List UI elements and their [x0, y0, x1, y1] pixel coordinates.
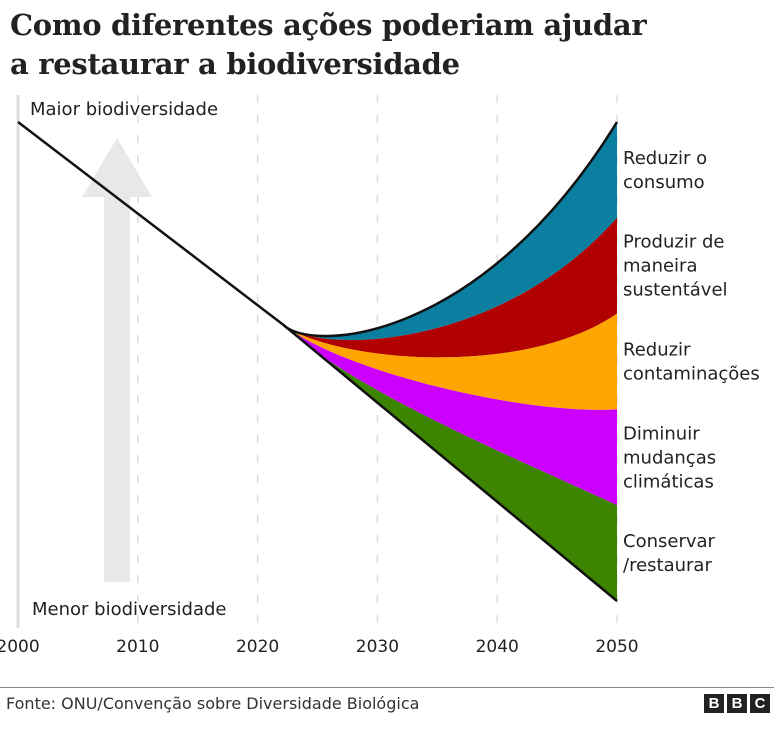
series-label: maneira	[623, 256, 697, 277]
x-tick-2020: 2020	[236, 637, 279, 657]
x-tick-2040: 2040	[476, 637, 519, 657]
title-line-1: Como diferentes ações poderiam ajudar	[10, 8, 647, 42]
bbc-logo: B B C	[704, 694, 770, 713]
band-reduzir-contamina-es	[283, 313, 617, 410]
series-label: Diminuir	[623, 423, 700, 444]
series-label: Conservar	[623, 531, 716, 552]
top-scenario-line	[282, 121, 619, 338]
series-label: sustentável	[623, 280, 728, 301]
chart-title: Como diferentes ações poderiam ajudar a …	[10, 6, 770, 84]
chart: 2000 2010 2020 2030 2040 2050 Reduzir o consumo…	[0, 95, 760, 657]
x-tick-2010: 2010	[116, 637, 159, 657]
series-label: Produzir de	[623, 232, 724, 253]
series-label: contaminações	[623, 364, 760, 385]
arrow-up-icon	[82, 138, 152, 582]
series-label: Reduzir o	[623, 148, 707, 169]
band-reduzir-o-consumo	[283, 122, 617, 341]
y-top-label: Maior biodiversidade	[30, 99, 218, 120]
x-tick-2050: 2050	[595, 637, 638, 657]
source-note: Fonte: ONU/Convenção sobre Diversidade B…	[6, 694, 420, 713]
bbc-logo-b1: B	[704, 694, 724, 713]
series-label: mudanças	[623, 447, 716, 468]
bbc-logo-b2: B	[727, 694, 747, 713]
title-line-2: a restaurar a biodiversidade	[10, 47, 460, 81]
y-bottom-label: Menor biodiversidade	[32, 599, 226, 620]
bbc-logo-c: C	[750, 694, 770, 713]
band-produzir-de-maneira-sustent-vel	[283, 217, 617, 358]
x-tick-2030: 2030	[356, 637, 399, 657]
series-label: climáticas	[623, 471, 714, 492]
footer-divider	[0, 687, 774, 688]
series-label: Reduzir	[623, 340, 691, 361]
series-label: /restaurar	[623, 555, 712, 576]
band-diminuir-mudan-as-clim-ticas	[283, 325, 617, 506]
series-label: consumo	[623, 172, 705, 193]
x-tick-2000: 2000	[0, 637, 40, 657]
